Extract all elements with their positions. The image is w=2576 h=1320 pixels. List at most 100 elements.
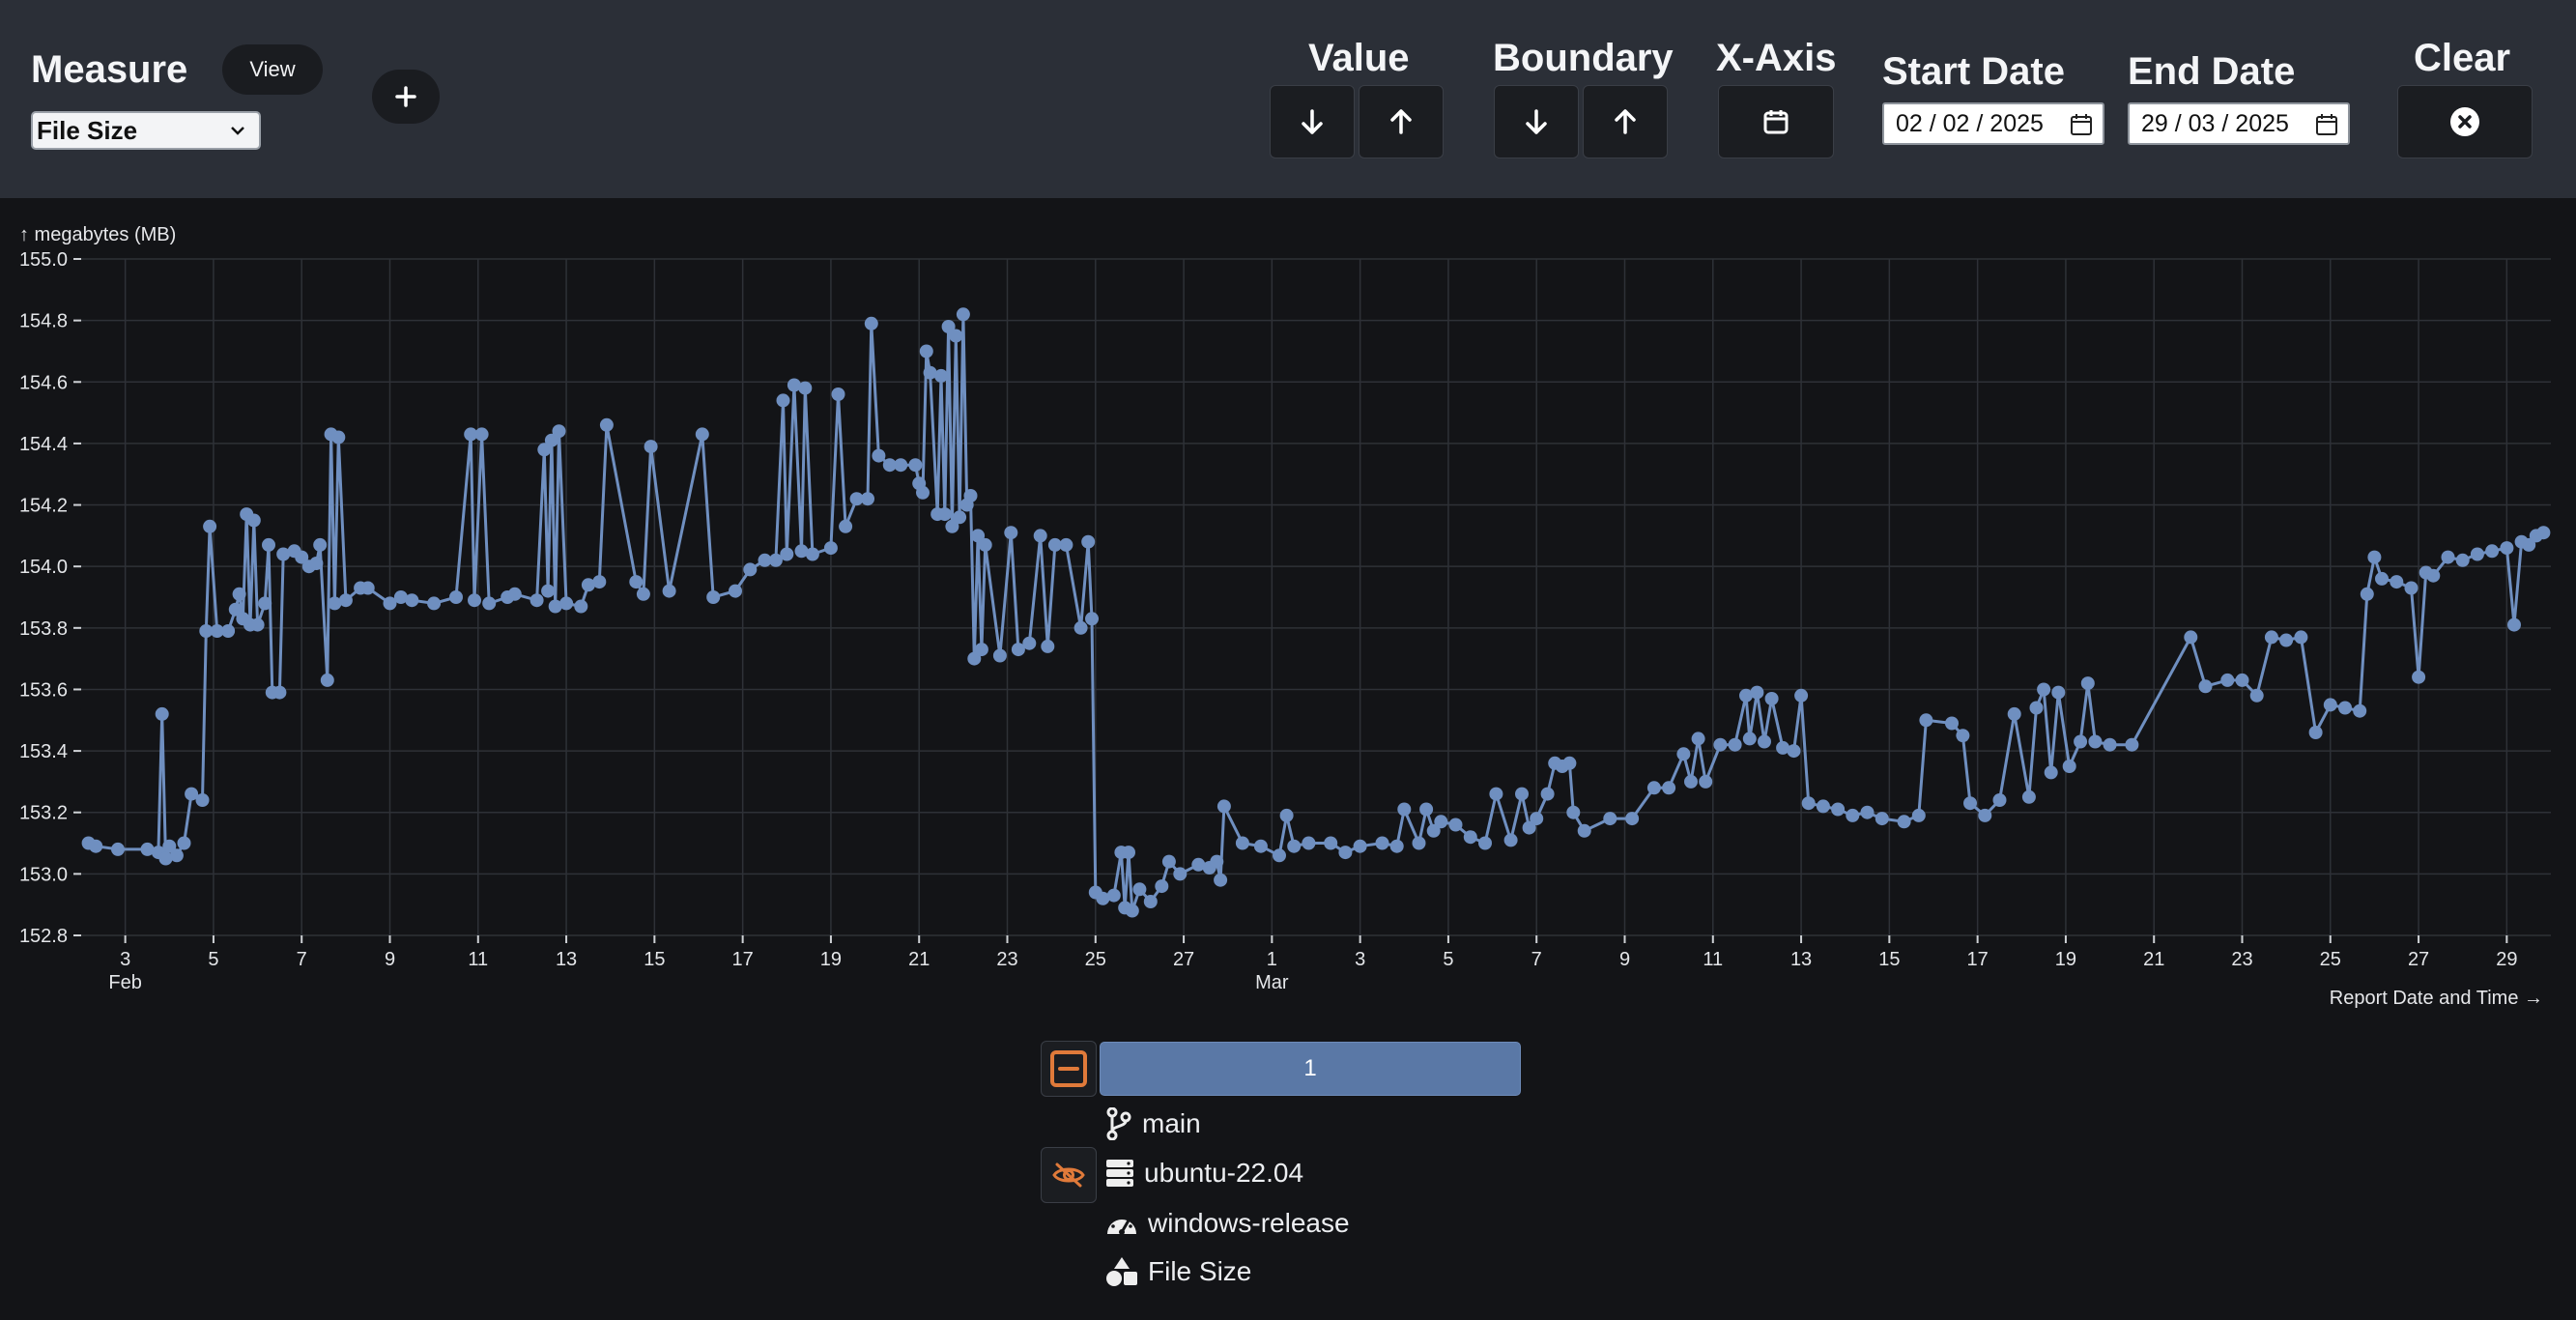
data-point[interactable] [945, 519, 959, 533]
data-point[interactable] [552, 424, 566, 439]
data-point[interactable] [872, 448, 886, 463]
data-point[interactable] [644, 440, 658, 454]
data-point[interactable] [949, 329, 963, 343]
data-point[interactable] [449, 590, 463, 604]
data-point[interactable] [1764, 692, 1779, 705]
data-point[interactable] [974, 643, 988, 657]
data-point[interactable] [1302, 836, 1316, 850]
data-point[interactable] [1522, 820, 1536, 835]
data-point[interactable] [1375, 836, 1389, 850]
data-point[interactable] [360, 581, 375, 595]
series-toggle-bar[interactable]: 1 [1100, 1042, 1521, 1096]
data-point[interactable] [140, 842, 155, 856]
data-point[interactable] [1235, 836, 1249, 850]
data-point[interactable] [849, 492, 864, 506]
data-point[interactable] [1691, 732, 1705, 746]
data-point[interactable] [963, 489, 978, 502]
data-point[interactable] [1353, 839, 1367, 853]
data-point[interactable] [2051, 685, 2066, 700]
data-point[interactable] [1122, 846, 1135, 860]
data-point[interactable] [272, 685, 287, 700]
data-point[interactable] [2264, 630, 2278, 645]
data-point[interactable] [530, 593, 544, 608]
series-file-size[interactable] [81, 307, 2551, 918]
data-point[interactable] [776, 393, 790, 408]
data-point[interactable] [1897, 815, 1911, 829]
data-point[interactable] [1503, 833, 1518, 847]
collapse-button[interactable] [1041, 1041, 1097, 1097]
data-point[interactable] [967, 651, 982, 666]
data-point[interactable] [2404, 581, 2419, 595]
data-point[interactable] [937, 507, 952, 522]
data-point[interactable] [758, 553, 772, 567]
data-point[interactable] [548, 599, 562, 614]
data-point[interactable] [1860, 805, 1875, 819]
data-point[interactable] [2360, 587, 2374, 601]
data-point[interactable] [1279, 808, 1294, 822]
data-point[interactable] [2536, 526, 2551, 540]
data-point[interactable] [185, 787, 199, 801]
data-point[interactable] [934, 368, 948, 383]
data-point[interactable] [1758, 734, 1771, 749]
data-point[interactable] [246, 513, 261, 528]
data-point[interactable] [228, 602, 243, 617]
data-point[interactable] [2074, 734, 2088, 749]
data-point[interactable] [464, 427, 478, 442]
data-point[interactable] [2103, 737, 2117, 752]
data-point[interactable] [1426, 823, 1441, 838]
data-point[interactable] [1191, 857, 1206, 872]
data-point[interactable] [823, 541, 838, 556]
data-point[interactable] [1911, 808, 1926, 822]
data-point[interactable] [908, 458, 923, 473]
data-point[interactable] [544, 433, 558, 447]
clear-button[interactable] [2397, 85, 2533, 158]
data-point[interactable] [468, 593, 481, 608]
data-point[interactable] [158, 851, 173, 866]
data-point[interactable] [1478, 836, 1492, 850]
data-point[interactable] [2220, 673, 2235, 687]
data-point[interactable] [295, 550, 309, 564]
data-point[interactable] [427, 596, 442, 611]
data-point[interactable] [262, 537, 275, 552]
data-point[interactable] [706, 590, 721, 604]
data-point[interactable] [1033, 529, 1047, 543]
data-point[interactable] [2249, 688, 2264, 703]
value-lower-button[interactable] [1270, 85, 1355, 158]
data-point[interactable] [1846, 808, 1860, 822]
boundary-lower-button[interactable] [1494, 85, 1579, 158]
data-point[interactable] [1530, 812, 1544, 826]
data-point[interactable] [2507, 617, 2521, 632]
data-point[interactable] [1515, 787, 1529, 801]
data-point[interactable] [1389, 839, 1404, 853]
data-point[interactable] [953, 510, 967, 525]
file-size-chart[interactable]: 152.8 153.0 153.2 153.4 153.6 153.8 154.0 154.2… [0, 208, 2576, 1015]
data-point[interactable] [1096, 891, 1110, 905]
data-point[interactable] [768, 553, 783, 567]
data-point[interactable] [1161, 854, 1176, 869]
data-point[interactable] [1684, 774, 1698, 789]
view-button[interactable]: View [222, 44, 323, 95]
data-point[interactable] [2323, 698, 2337, 712]
data-point[interactable] [338, 593, 353, 608]
data-point[interactable] [331, 430, 346, 445]
value-upper-button[interactable] [1359, 85, 1444, 158]
data-point[interactable] [1699, 774, 1713, 789]
data-point[interactable] [2007, 706, 2021, 721]
data-point[interactable] [1992, 793, 2007, 807]
data-point[interactable] [2080, 676, 2095, 691]
data-point[interactable] [232, 587, 246, 601]
data-point[interactable] [2500, 541, 2514, 556]
data-point[interactable] [971, 529, 986, 543]
data-point[interactable] [636, 587, 650, 601]
data-point[interactable] [276, 547, 291, 561]
data-point[interactable] [320, 673, 334, 687]
data-point[interactable] [474, 427, 489, 442]
data-point[interactable] [864, 316, 878, 330]
data-point[interactable] [1728, 737, 1742, 752]
data-point[interactable] [695, 427, 709, 442]
data-point[interactable] [1489, 787, 1503, 801]
data-point[interactable] [250, 617, 265, 632]
data-point[interactable] [1945, 716, 1959, 731]
data-point[interactable] [111, 842, 125, 856]
data-point[interactable] [599, 417, 614, 432]
